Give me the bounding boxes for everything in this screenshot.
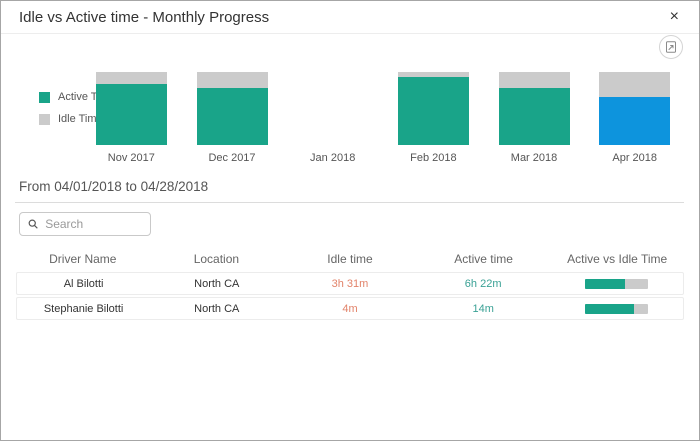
chart-area: Active Time Idle Time Nov 2017 Dec 2017 Jan…: [1, 34, 699, 165]
active-vs-idle-cell: [550, 278, 683, 289]
month-bar[interactable]: [196, 72, 268, 145]
month-bar[interactable]: [397, 72, 469, 145]
search-input[interactable]: [45, 217, 142, 231]
table-header-row: Driver Name Location Idle time Active time A…: [16, 246, 684, 272]
table-row[interactable]: Stephanie Bilotti North CA 4m 14m: [16, 297, 684, 320]
idle-time-cell: 4m: [342, 302, 358, 315]
chart-slot: Apr 2018: [584, 34, 685, 165]
driver-name-cell: Stephanie Bilotti: [43, 302, 124, 315]
active-fill: [584, 278, 626, 289]
drivers-table: Driver Name Location Idle time Active time A…: [16, 246, 684, 320]
chart-slot: Feb 2018: [383, 34, 484, 165]
chart-slot: Jan 2018: [282, 34, 383, 165]
legend-swatch-icon: [39, 113, 50, 125]
idle-segment: [95, 72, 167, 84]
month-bar[interactable]: [498, 72, 570, 145]
active-fill: [584, 303, 634, 314]
active-vs-idle-bar: [584, 278, 648, 289]
close-icon[interactable]: ×: [669, 8, 679, 25]
active-time-cell: 14m: [472, 302, 494, 315]
export-image-icon: [666, 41, 676, 53]
idle-segment: [599, 72, 671, 97]
idle-time-cell: 3h 31m: [331, 277, 369, 290]
column-header: Driver Name: [49, 252, 117, 266]
dialog-header: Idle vs Active time - Monthly Progress ×: [1, 1, 699, 34]
active-segment: [95, 83, 167, 145]
active-time-cell: 6h 22m: [464, 277, 502, 290]
column-header: Active vs Idle Time: [567, 252, 668, 266]
table-row[interactable]: Al Bilotti North CA 3h 31m 6h 22m: [16, 272, 684, 295]
month-bar[interactable]: [599, 72, 671, 145]
chart-bars: Nov 2017 Dec 2017 Jan 2018 Feb 2018 Mar 2018…: [81, 34, 685, 165]
month-label: Mar 2018: [510, 152, 558, 164]
search-box[interactable]: [19, 212, 151, 236]
legend-item: Idle Time: [39, 113, 115, 125]
idle-segment: [498, 72, 570, 89]
active-segment: [397, 77, 469, 145]
search-icon: [28, 219, 38, 229]
active-vs-idle-bar: [584, 303, 648, 314]
column-header: Idle time: [327, 252, 373, 266]
active-segment: [599, 96, 671, 145]
location-cell: North CA: [194, 277, 240, 290]
export-chart-button[interactable]: [659, 35, 683, 59]
driver-name-cell: Al Bilotti: [63, 277, 104, 290]
idle-segment: [196, 72, 268, 89]
month-label: Apr 2018: [612, 152, 658, 164]
month-bar[interactable]: [95, 72, 167, 145]
column-header: Active time: [454, 252, 513, 266]
column-header: Location: [193, 252, 240, 266]
chart-slot: Dec 2017: [182, 34, 283, 165]
month-label: Jan 2018: [310, 152, 356, 164]
active-segment: [498, 88, 570, 145]
chart-slot: Nov 2017: [81, 34, 182, 165]
table-body: Al Bilotti North CA 3h 31m 6h 22m Stephanie …: [16, 272, 684, 320]
chart-slot: Mar 2018: [484, 34, 585, 165]
date-range-label: From 04/01/2018 to 04/28/2018: [15, 165, 684, 203]
legend-swatch-icon: [39, 91, 50, 103]
month-label: Feb 2018: [410, 152, 457, 164]
month-label: Nov 2017: [107, 152, 155, 164]
month-label: Dec 2017: [208, 152, 256, 164]
dialog-title: Idle vs Active time - Monthly Progress: [19, 8, 270, 26]
active-vs-idle-cell: [550, 303, 683, 314]
active-segment: [196, 88, 268, 145]
legend-label: Idle Time: [58, 113, 103, 125]
idle-segment: [397, 72, 469, 78]
location-cell: North CA: [194, 302, 240, 315]
